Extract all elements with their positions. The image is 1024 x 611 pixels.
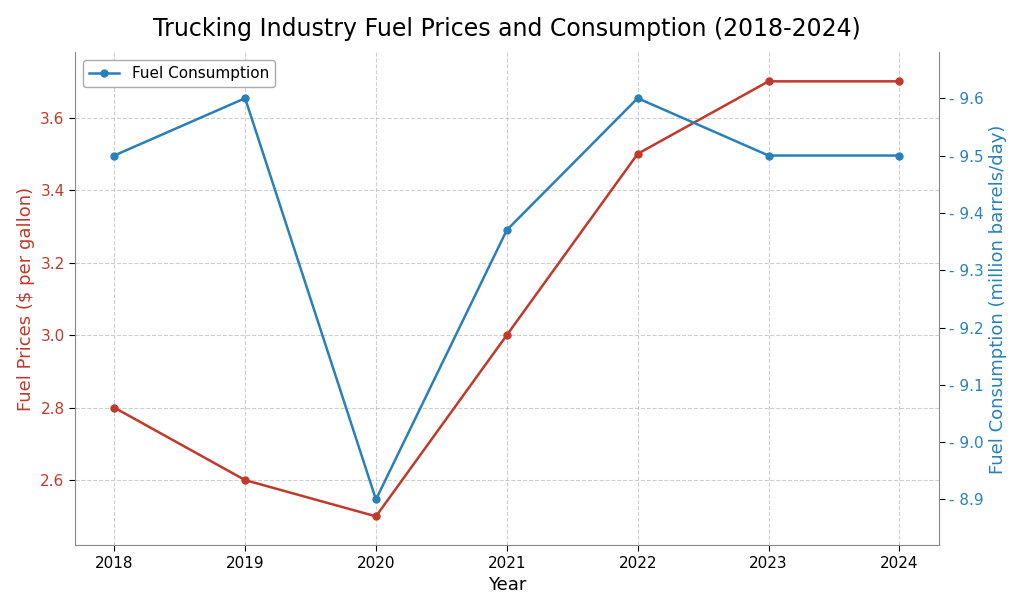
- Fuel Prices: [762, 78, 774, 85]
- Y-axis label: Fuel Consumption (million barrels/day): Fuel Consumption (million barrels/day): [989, 124, 1008, 474]
- Fuel Consumption: [501, 227, 513, 234]
- Fuel Consumption: [109, 152, 121, 159]
- Fuel Consumption: [632, 95, 644, 102]
- Fuel Consumption: [239, 95, 251, 102]
- Y-axis label: Fuel Prices ($ per gallon): Fuel Prices ($ per gallon): [16, 187, 35, 411]
- X-axis label: Year: Year: [487, 576, 526, 595]
- Fuel Prices: [109, 404, 121, 411]
- Legend: Fuel Consumption: Fuel Consumption: [83, 60, 274, 87]
- Fuel Prices: [370, 513, 382, 520]
- Line: Fuel Prices: Fuel Prices: [111, 78, 903, 520]
- Fuel Consumption: [762, 152, 774, 159]
- Fuel Consumption: [370, 496, 382, 503]
- Fuel Prices: [632, 150, 644, 158]
- Title: Trucking Industry Fuel Prices and Consumption (2018-2024): Trucking Industry Fuel Prices and Consum…: [153, 16, 861, 41]
- Line: Fuel Consumption: Fuel Consumption: [111, 95, 903, 503]
- Fuel Consumption: [893, 152, 905, 159]
- Fuel Prices: [501, 331, 513, 338]
- Fuel Prices: [239, 477, 251, 484]
- Fuel Prices: [893, 78, 905, 85]
